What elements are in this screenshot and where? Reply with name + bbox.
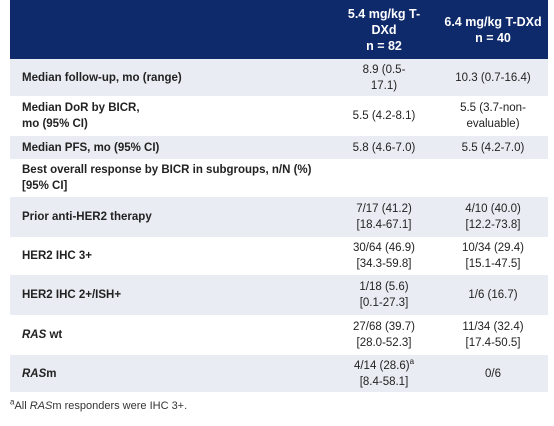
header-col-6-4: 6.4 mg/kg T-DXd n = 40 <box>438 0 548 59</box>
cell-text: 10/34 (29.4) <box>461 242 524 254</box>
row-label-rest: m <box>46 367 57 380</box>
table-header: 5.4 mg/kg T- DXd n = 82 6.4 mg/kg T-DXd … <box>10 0 548 59</box>
cell-col2: 10/34 (29.4) [15.1-47.5] <box>438 237 548 275</box>
cell-text: 7/17 (41.2) <box>356 203 412 215</box>
cell-col2: 1/6 (16.7) <box>468 289 518 301</box>
cell-col2: 5.5 (4.2-7.0) <box>461 141 525 154</box>
cell-text: [8.4-58.1] <box>359 375 409 388</box>
row-label-line: Median DoR by BICR, <box>22 102 140 114</box>
cell-col2: 11/34 (32.4) [17.4-50.5] <box>438 315 548 355</box>
cell-col1: 5.8 (4.6-7.0) <box>352 141 416 154</box>
row-label: RAS wt <box>10 327 310 343</box>
header-col-5-4-line1: 5.4 mg/kg T- <box>347 6 421 21</box>
cell-text: 4/14 (28.6) <box>353 359 410 372</box>
cell-text: [34.3-59.8] <box>356 258 412 270</box>
cell-text: [15.1-47.5] <box>465 258 521 270</box>
row-ras-m: RASm 4/14 (28.6)a [8.4-58.1] 0/6 <box>10 355 548 392</box>
header-col-6-4-n: n = 40 <box>475 30 511 45</box>
row-label-line: [95% CI] <box>22 180 68 192</box>
row-label-italic: RAS <box>22 367 47 380</box>
row-label: HER2 IHC 2+/ISH+ <box>22 289 122 301</box>
cell-text: [18.4-67.1] <box>356 219 412 231</box>
header-col-5-4-n: n = 82 <box>366 38 402 53</box>
cell-col1: 30/64 (46.9) [34.3-59.8] <box>330 237 438 275</box>
cell-text: [0.1-27.3] <box>359 297 409 309</box>
cell-text: 11/34 (32.4) <box>462 321 524 333</box>
footnote-italic: RAS <box>29 400 53 412</box>
cell-text: evaluable) <box>466 118 520 130</box>
cell-text: 27/68 (39.7) <box>352 321 415 333</box>
cell-col1: 27/68 (39.7) [28.0-52.3] <box>330 315 438 355</box>
cell-text: 1/18 (5.6) <box>359 281 409 293</box>
header-col-6-4-line1: 6.4 mg/kg T-DXd <box>444 14 542 29</box>
row-label-line: mo (95% CI) <box>22 118 88 130</box>
cell-col2: 4/10 (40.0) [12.2-73.8] <box>438 197 548 237</box>
cell-col1: 5.5 (4.2-8.1) <box>352 110 416 122</box>
cell-text: [28.0-52.3] <box>356 337 412 349</box>
row-label: Median follow-up, mo (range) <box>22 71 182 84</box>
cell-col2: 5.5 (3.7-non-evaluable) <box>438 96 548 136</box>
row-her2-ihc2-ish: HER2 IHC 2+/ISH+ 1/18 (5.6) [0.1-27.3] 1/… <box>10 275 548 315</box>
row-ras-wt: RAS wt 27/68 (39.7) [28.0-52.3] 11/34 (32… <box>10 315 548 355</box>
row-her2-ihc3: HER2 IHC 3+ 30/64 (46.9) [34.3-59.8] 10/3… <box>10 237 548 275</box>
cell-text: 4/10 (40.0) <box>465 203 521 215</box>
footnote-text: All <box>14 400 30 412</box>
cell-text: 5.5 (3.7-non- <box>460 102 526 114</box>
cell-col1: 4/14 (28.6)a [8.4-58.1] <box>330 355 438 392</box>
cell-text-with-sup: 4/14 (28.6)a <box>353 356 415 374</box>
header-col-5-4: 5.4 mg/kg T- DXd n = 82 <box>330 0 438 59</box>
cell-text: [17.4-50.5] <box>465 337 521 349</box>
row-pfs: Median PFS, mo (95% CI) 5.8 (4.6-7.0) 5.… <box>10 136 548 159</box>
cell-col2: 0/6 <box>485 367 501 380</box>
cell-col2: 10.3 (0.7-16.4) <box>455 71 531 84</box>
footnote-marker: a <box>409 356 415 366</box>
row-bor-subheader: Best overall response by BICR in subgrou… <box>10 159 548 197</box>
row-label: RASm <box>10 366 310 382</box>
cell-col1: 8.9 (0.5- 17.1) <box>330 59 438 96</box>
header-col-5-4-line2: DXd <box>371 22 397 37</box>
cell-col1: 1/18 (5.6) [0.1-27.3] <box>330 275 438 315</box>
row-label: Best overall response by BICR in subgrou… <box>10 162 410 194</box>
row-label-italic: RAS <box>22 329 47 341</box>
cell-text: [12.2-73.8] <box>465 219 521 231</box>
footnote-marker: a <box>10 397 15 407</box>
cell-text: 30/64 (46.9) <box>352 242 415 254</box>
row-label: HER2 IHC 3+ <box>22 250 92 262</box>
row-label: Median DoR by BICR, mo (95% CI) <box>10 100 310 132</box>
row-label-rest: wt <box>46 329 63 341</box>
row-prior-anti-her2: Prior anti-HER2 therapy 7/17 (41.2) [18.4… <box>10 197 548 237</box>
cell-text: 17.1) <box>370 79 398 92</box>
footnote-text: m responders were IHC 3+. <box>52 400 188 412</box>
row-label: Prior anti-HER2 therapy <box>22 211 152 223</box>
row-label-line: Best overall response by BICR in subgrou… <box>22 164 312 176</box>
row-followup: Median follow-up, mo (range) 8.9 (0.5- 17… <box>10 59 548 96</box>
cell-text: 8.9 (0.5- <box>362 63 406 76</box>
footnote: aAll RASm responders were IHC 3+. <box>10 397 188 412</box>
row-label: Median PFS, mo (95% CI) <box>22 141 160 154</box>
row-dor: Median DoR by BICR, mo (95% CI) 5.5 (4.2… <box>10 96 548 136</box>
cell-col1: 7/17 (41.2) [18.4-67.1] <box>330 197 438 237</box>
